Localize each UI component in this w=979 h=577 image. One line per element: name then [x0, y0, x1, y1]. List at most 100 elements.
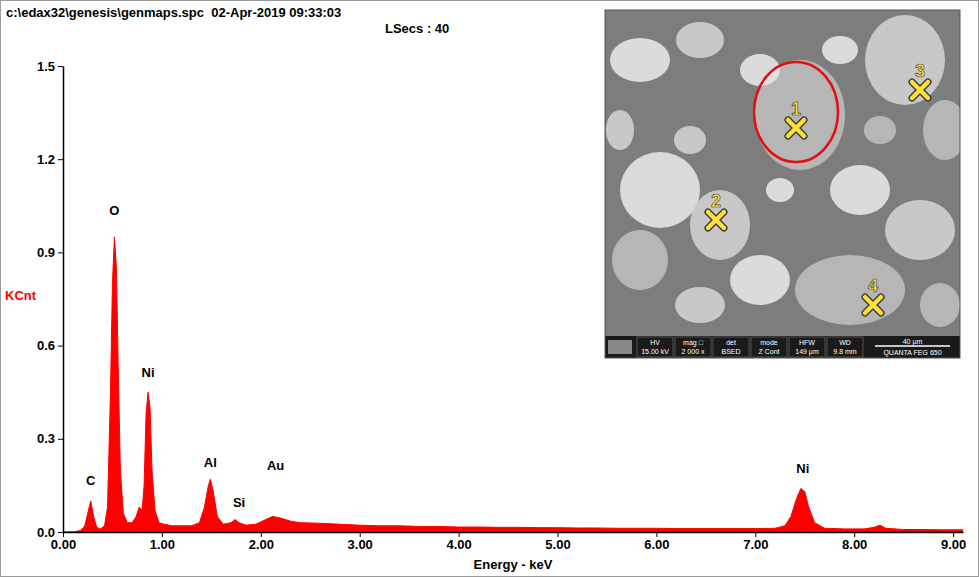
peak-label: Al [204, 455, 217, 470]
y-tick: 0.6 [37, 338, 63, 353]
y-tick-label: 1.5 [37, 59, 55, 74]
particle [690, 190, 750, 260]
particle [923, 100, 960, 160]
info-value: 15.00 kV [641, 348, 669, 355]
info-label: HV [650, 339, 660, 346]
peak-label: O [109, 203, 119, 218]
point-marker [788, 120, 804, 136]
y-tick-label: 1.2 [37, 152, 55, 167]
y-tick-mark [58, 252, 63, 253]
particle [675, 287, 725, 323]
info-value: 9.8 mm [833, 348, 857, 355]
info-cell [827, 337, 863, 357]
x-tick-label: 2.00 [249, 537, 274, 552]
info-value: Z Cont [758, 348, 779, 355]
y-axis: 0.0 0.3 0.6 0.9 1.2 1.5 [37, 59, 64, 540]
x-tick-label: 5.00 [545, 537, 570, 552]
particle [676, 22, 724, 58]
point-label: 4 [868, 276, 878, 296]
peak-label: Au [267, 458, 284, 473]
info-value: 2 000 x [682, 348, 705, 355]
y-axis-title: KCnt [5, 288, 37, 303]
x-tick-label: 1.00 [150, 537, 175, 552]
sem-background [605, 10, 960, 358]
highlight-ring [754, 62, 838, 162]
y-tick-mark [58, 439, 63, 440]
instrument-label: QUANTA FEG 650 [883, 349, 941, 357]
info-label: det [726, 339, 736, 346]
particle [795, 255, 905, 325]
peak-label: Ni [796, 461, 809, 476]
point-label: 1 [791, 99, 801, 119]
x-tick: 5.00 [545, 532, 570, 552]
x-tick-label: 9.00 [941, 537, 966, 552]
y-tick: 0.9 [37, 245, 63, 260]
y-tick-mark [58, 532, 63, 533]
logo-box [608, 340, 632, 354]
x-tick: 3.00 [348, 532, 373, 552]
y-tick-mark [58, 66, 63, 67]
particle [864, 116, 896, 144]
scale-bar [875, 345, 950, 347]
y-axis-line [63, 67, 65, 533]
scale-bar-label: 40 µm [903, 338, 923, 346]
sem-inset: 1234HV15.00 kVmag □2 000 xdetBSEDmodeZ C… [605, 10, 967, 358]
particle [865, 15, 945, 105]
x-tick: 2.00 [249, 532, 274, 552]
y-tick-label: 0.3 [37, 431, 55, 446]
x-tick: 7.00 [743, 532, 768, 552]
x-tick: 6.00 [644, 532, 669, 552]
y-tick-label: 0.6 [37, 338, 55, 353]
peak-label: Si [233, 495, 245, 510]
point-marker [788, 120, 804, 136]
point-marker [708, 212, 724, 228]
x-axis: 0.001.002.003.004.005.006.007.008.009.00 [51, 532, 966, 552]
x-tick: 1.00 [150, 532, 175, 552]
y-tick-mark [58, 346, 63, 347]
particle [920, 283, 960, 327]
particle [822, 36, 858, 64]
y-tick: 1.2 [37, 152, 63, 167]
x-tick: 8.00 [842, 532, 867, 552]
info-value: 149 µm [795, 348, 819, 356]
x-tick-label: 4.00 [446, 537, 471, 552]
info-label: HFW [799, 339, 815, 346]
info-label: mode [760, 339, 778, 346]
spectrum-area [63, 237, 963, 532]
particle [766, 178, 794, 202]
y-tick: 1.5 [37, 59, 63, 74]
particle [610, 38, 670, 82]
info-label: WD [839, 339, 851, 346]
chart: c:\edax32\genesis\genmaps.spc 02-Apr-201… [0, 0, 979, 577]
info-label: mag □ [683, 339, 704, 347]
particle [612, 230, 668, 290]
y-tick: 0.3 [37, 431, 63, 446]
info-bar [605, 336, 960, 358]
particle [830, 165, 890, 215]
point-label: 3 [915, 61, 925, 81]
y-tick-mark [58, 159, 63, 160]
y-tick: 0.0 [37, 525, 63, 540]
info-cell [713, 337, 749, 357]
title: c:\edax32\genesis\genmaps.spc 02-Apr-201… [6, 5, 341, 20]
point-marker [708, 212, 724, 228]
x-axis-title: Energy - keV [474, 557, 553, 572]
info-cell [751, 337, 787, 357]
info-cell [637, 337, 673, 357]
x-tick-label: 3.00 [348, 537, 373, 552]
frame [1, 1, 979, 577]
x-axis-line [64, 532, 964, 534]
y-tick-label: 0.0 [37, 525, 55, 540]
peak-label: Ni [142, 365, 155, 380]
point-label: 2 [711, 191, 721, 211]
info-cell [675, 337, 711, 357]
plot-area [63, 237, 963, 532]
x-tick: 4.00 [446, 532, 471, 552]
subtitle: LSecs : 40 [385, 21, 449, 36]
particle [620, 152, 700, 228]
inset-border [605, 10, 960, 358]
info-cell [789, 337, 825, 357]
y-tick-label: 0.9 [37, 245, 55, 260]
particle [674, 126, 706, 154]
x-tick-label: 6.00 [644, 537, 669, 552]
